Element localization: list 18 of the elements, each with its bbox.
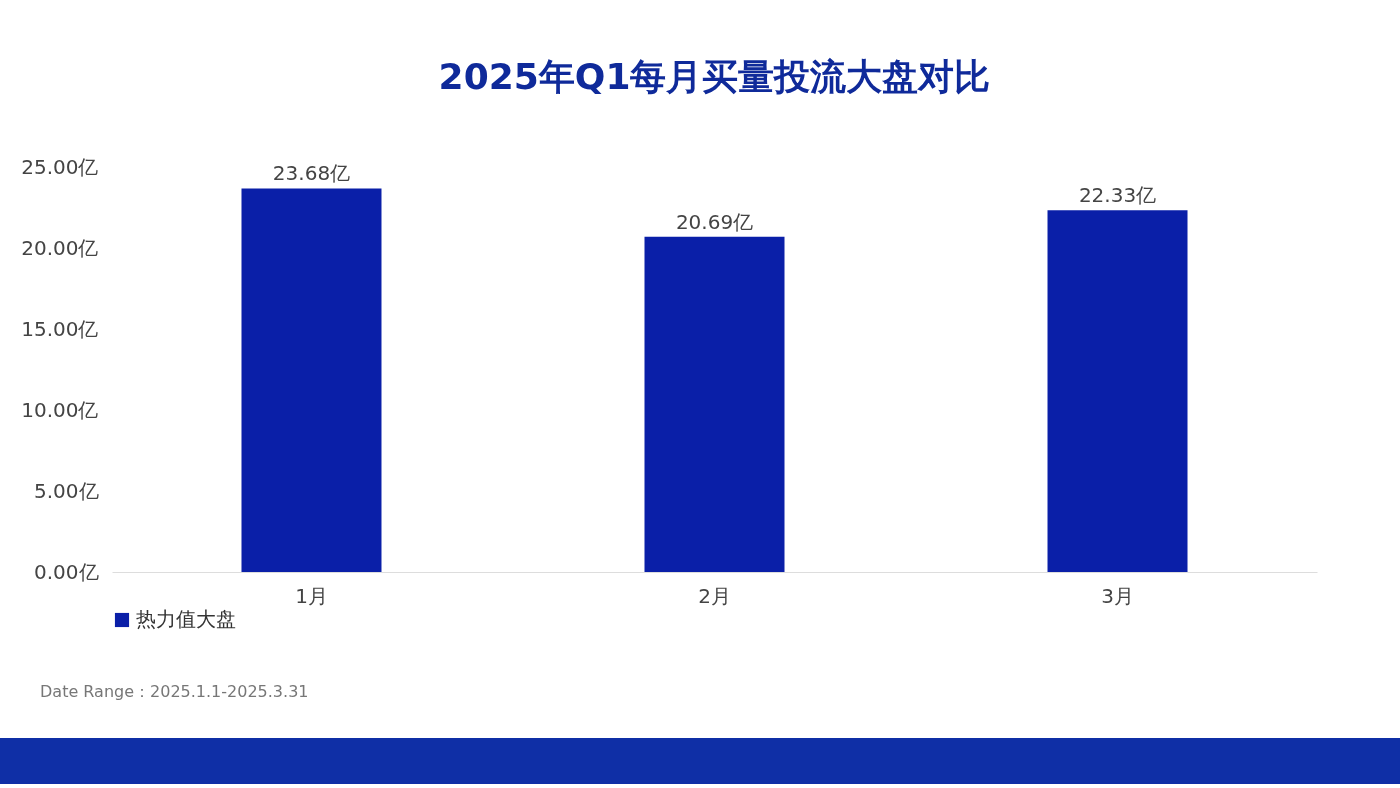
x-tick-label: 2月 <box>698 583 731 608</box>
y-tick-label: 5.00亿 <box>33 478 99 503</box>
data-label: 20.69亿 <box>675 209 754 234</box>
bar <box>1047 210 1188 572</box>
y-tick-label: 20.00亿 <box>21 235 99 260</box>
chart-title: 2025年Q1每月买量投流大盘对比 <box>438 56 991 97</box>
bar <box>644 236 785 572</box>
y-tick-label: 25.00亿 <box>21 154 99 179</box>
bar <box>241 188 382 572</box>
data-label: 23.68亿 <box>272 161 351 186</box>
x-tick-label: 3月 <box>1101 583 1134 608</box>
x-tick-label: 1月 <box>295 583 328 608</box>
y-tick-label: 0.00亿 <box>33 559 99 584</box>
data-label: 22.33亿 <box>1078 183 1157 208</box>
y-tick-label: 10.00亿 <box>21 397 99 422</box>
y-tick-label: 15.00亿 <box>21 316 99 341</box>
legend-label: 热力值大盘 <box>136 607 236 631</box>
text: Date Range：2025.1.1-2025.3.31 <box>40 681 309 703</box>
